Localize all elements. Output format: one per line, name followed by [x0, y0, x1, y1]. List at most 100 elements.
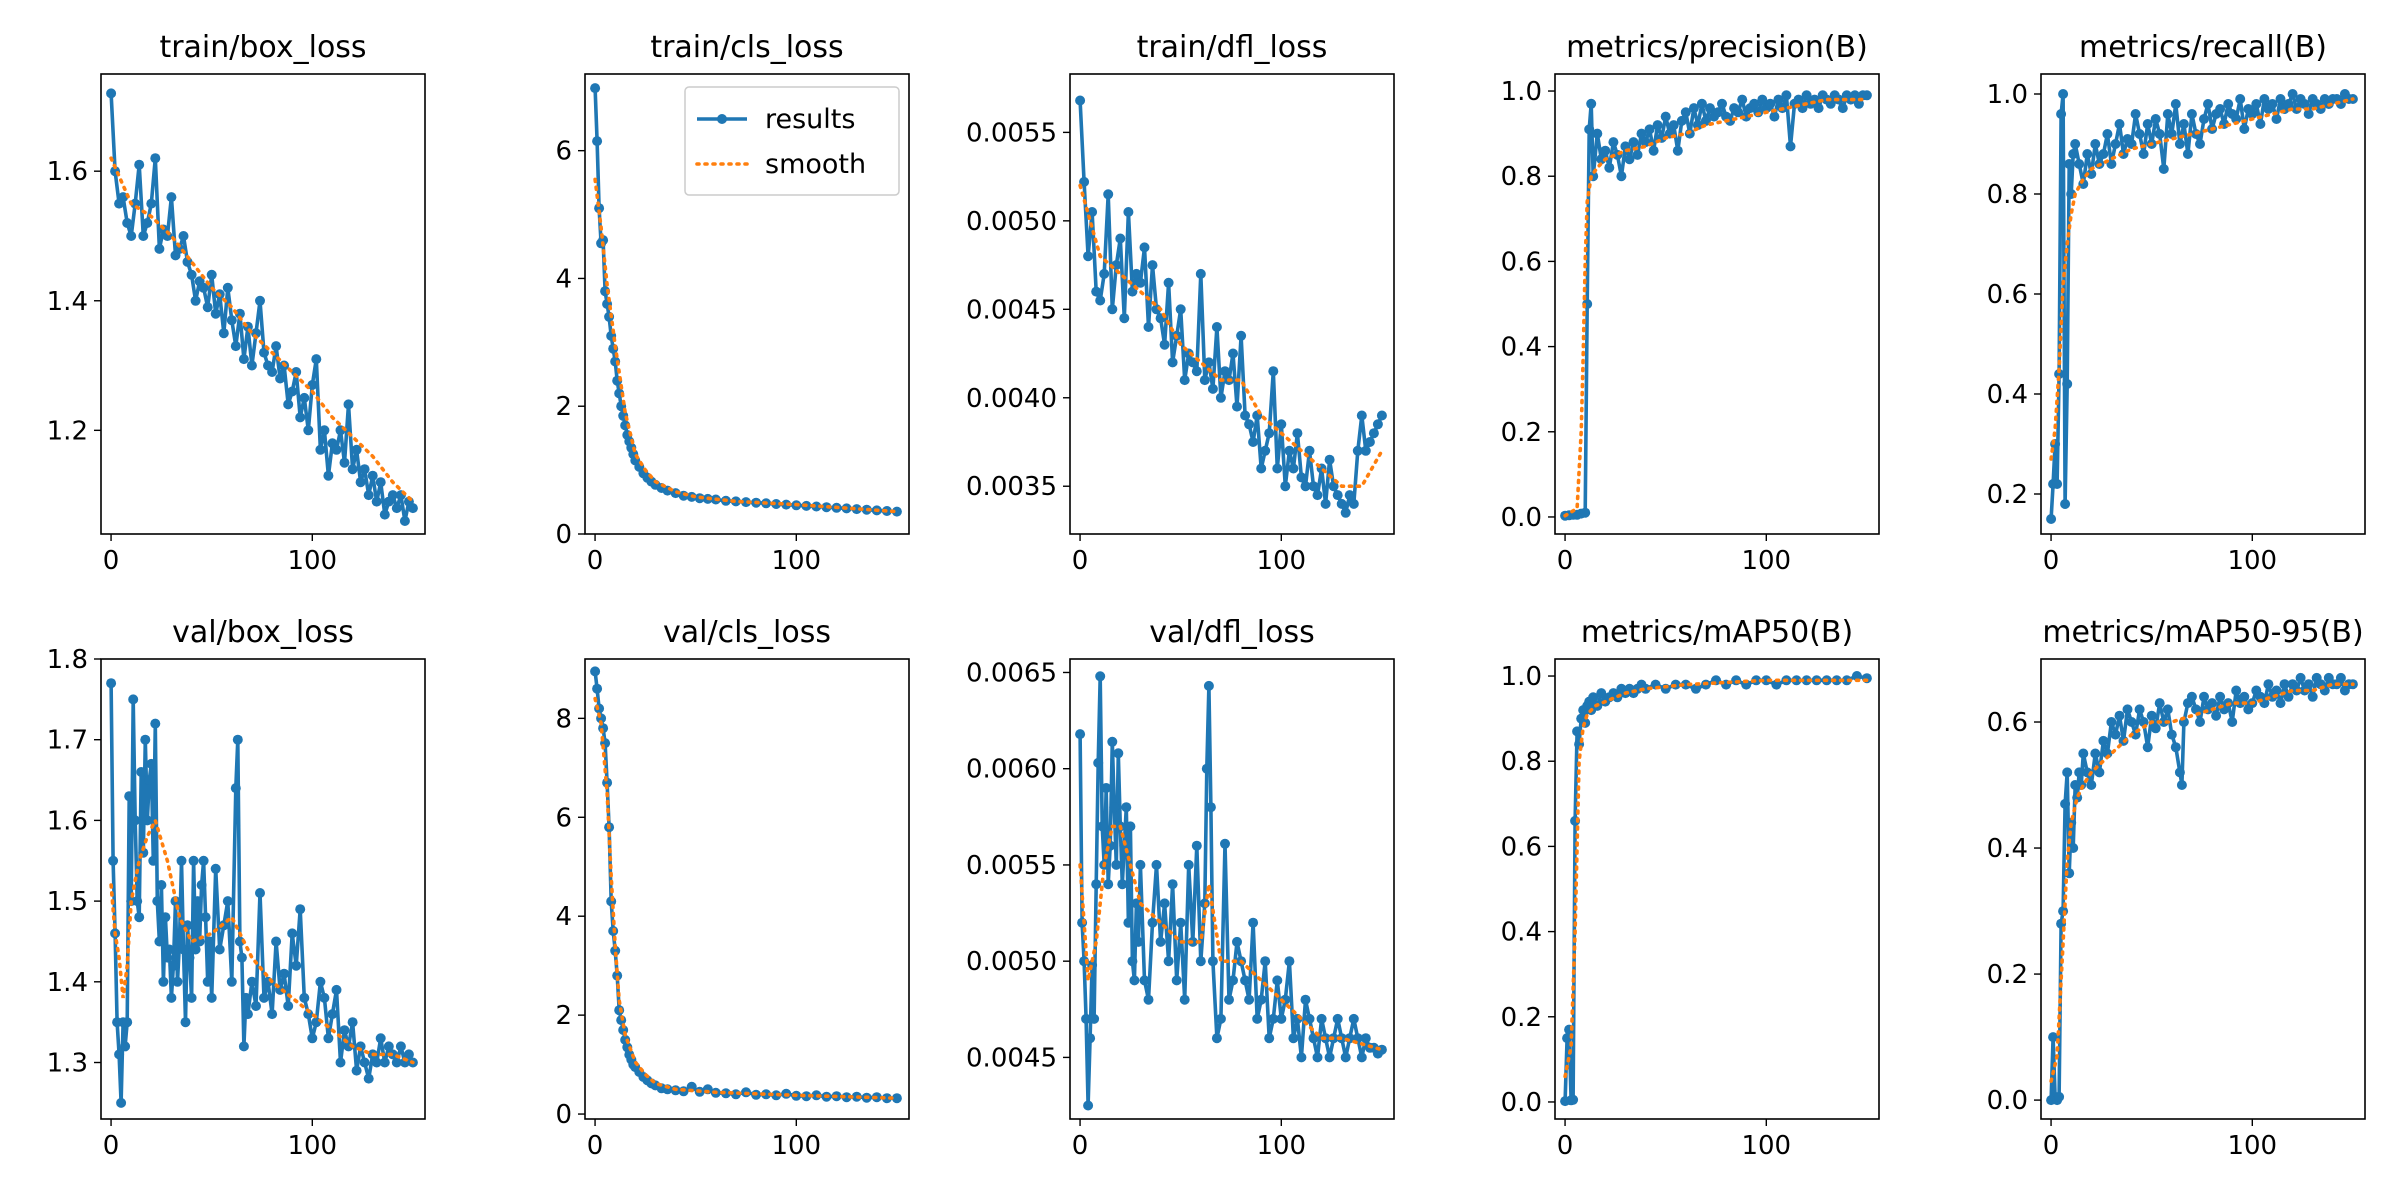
y-tick-label: 0.0065 — [966, 658, 1057, 688]
results-point — [1632, 149, 1643, 160]
results-point — [120, 1041, 131, 1052]
results-point — [1119, 313, 1130, 324]
results-point — [359, 1057, 370, 1068]
y-tick-label: 1.0 — [1501, 77, 1542, 107]
results-point — [206, 992, 217, 1003]
y-tick-label: 0.0035 — [966, 472, 1057, 502]
y-tick-label: 0.0050 — [966, 207, 1057, 237]
results-point — [267, 1009, 278, 1020]
results-point — [1280, 481, 1291, 492]
results-point — [2102, 129, 2113, 139]
results-point — [1079, 176, 1090, 187]
results-point — [1256, 994, 1267, 1005]
results-point — [1676, 115, 1687, 126]
results-point — [1103, 189, 1114, 200]
results-point — [1276, 1013, 1287, 1024]
chart-title: train/box_loss — [159, 30, 366, 65]
series-results-line — [2049, 676, 2353, 1102]
results-point — [315, 444, 326, 455]
results-point — [1749, 98, 1760, 109]
results-point — [2074, 767, 2085, 778]
results-point — [1095, 295, 1106, 306]
results-point — [2150, 114, 2161, 124]
results-point — [2203, 99, 2213, 109]
results-point — [2138, 149, 2149, 159]
results-point — [2068, 843, 2079, 853]
results-point — [610, 945, 621, 956]
results-point — [2060, 798, 2071, 809]
results-point — [186, 992, 197, 1003]
results-point — [148, 855, 159, 866]
axes-frame — [100, 658, 426, 1120]
chart-title: val/dfl_loss — [1149, 615, 1314, 650]
y-tick-label: 0.6 — [1987, 708, 2028, 738]
results-point — [1191, 366, 1202, 377]
results-point — [246, 976, 257, 987]
results-point — [271, 341, 282, 352]
results-point — [1163, 956, 1174, 967]
results-point — [1272, 975, 1283, 986]
panel-metrics-map50-95-b: 0 100 0.0 0.2 0.4 0.6 metrics/mAP50-95(B) — [1987, 615, 2366, 1161]
results-point — [761, 1089, 772, 1100]
results-point — [1304, 1013, 1315, 1024]
results-point — [1123, 207, 1134, 217]
results-point — [2060, 499, 2071, 509]
y-tick-label: 0.0050 — [966, 947, 1057, 977]
results-point — [1248, 437, 1259, 447]
results-point — [295, 904, 306, 915]
chart-title: metrics/precision(B) — [1566, 30, 1868, 65]
results-point — [1296, 1052, 1307, 1063]
results-point — [230, 341, 241, 352]
y-tick-label: 1.5 — [47, 887, 88, 917]
results-point — [1372, 419, 1383, 430]
results-point — [2090, 139, 2101, 149]
results-point — [1793, 94, 1804, 105]
series-results-line — [2049, 92, 2353, 520]
results-point — [335, 1057, 346, 1068]
series-smooth-line — [2049, 97, 2355, 461]
results-point — [1580, 507, 1591, 518]
results-point — [146, 198, 157, 209]
y-tick-label: 0.8 — [1987, 180, 2028, 210]
results-point — [1668, 120, 1679, 131]
results-point — [1248, 917, 1259, 928]
results-point — [295, 412, 306, 423]
results-point — [1201, 763, 1212, 774]
results-point — [781, 499, 792, 510]
results-point — [1155, 936, 1166, 947]
results-point — [1205, 802, 1216, 813]
results-point — [246, 360, 257, 371]
results-point — [1348, 498, 1359, 509]
results-point — [1284, 445, 1295, 456]
results-point — [2182, 149, 2193, 159]
results-point — [1095, 671, 1106, 682]
results-point — [2070, 139, 2081, 149]
results-point — [154, 936, 165, 947]
results-point — [811, 501, 822, 512]
results-point — [1769, 111, 1780, 122]
chart-title: metrics/mAP50(B) — [1581, 615, 1853, 650]
results-point — [395, 1041, 406, 1052]
x-tick-label: 0 — [2043, 546, 2060, 576]
results-point — [2130, 109, 2141, 119]
results-point — [283, 1001, 294, 1011]
results-point — [351, 1065, 362, 1076]
y-tick-label: 1.3 — [47, 1049, 88, 1079]
results-point — [1304, 445, 1315, 456]
results-point — [2146, 710, 2157, 721]
results-point — [1616, 171, 1627, 182]
results-point — [1139, 242, 1150, 253]
results-point — [851, 504, 862, 515]
results-point — [2150, 723, 2161, 734]
results-point — [232, 734, 243, 745]
results-point — [2154, 698, 2165, 709]
results-point — [2110, 139, 2121, 149]
results-point — [371, 1057, 382, 1068]
results-point — [1324, 1052, 1335, 1063]
results-point — [1139, 975, 1150, 986]
results-point — [1215, 392, 1226, 403]
axes-frame — [100, 73, 426, 535]
results-point — [407, 503, 418, 514]
